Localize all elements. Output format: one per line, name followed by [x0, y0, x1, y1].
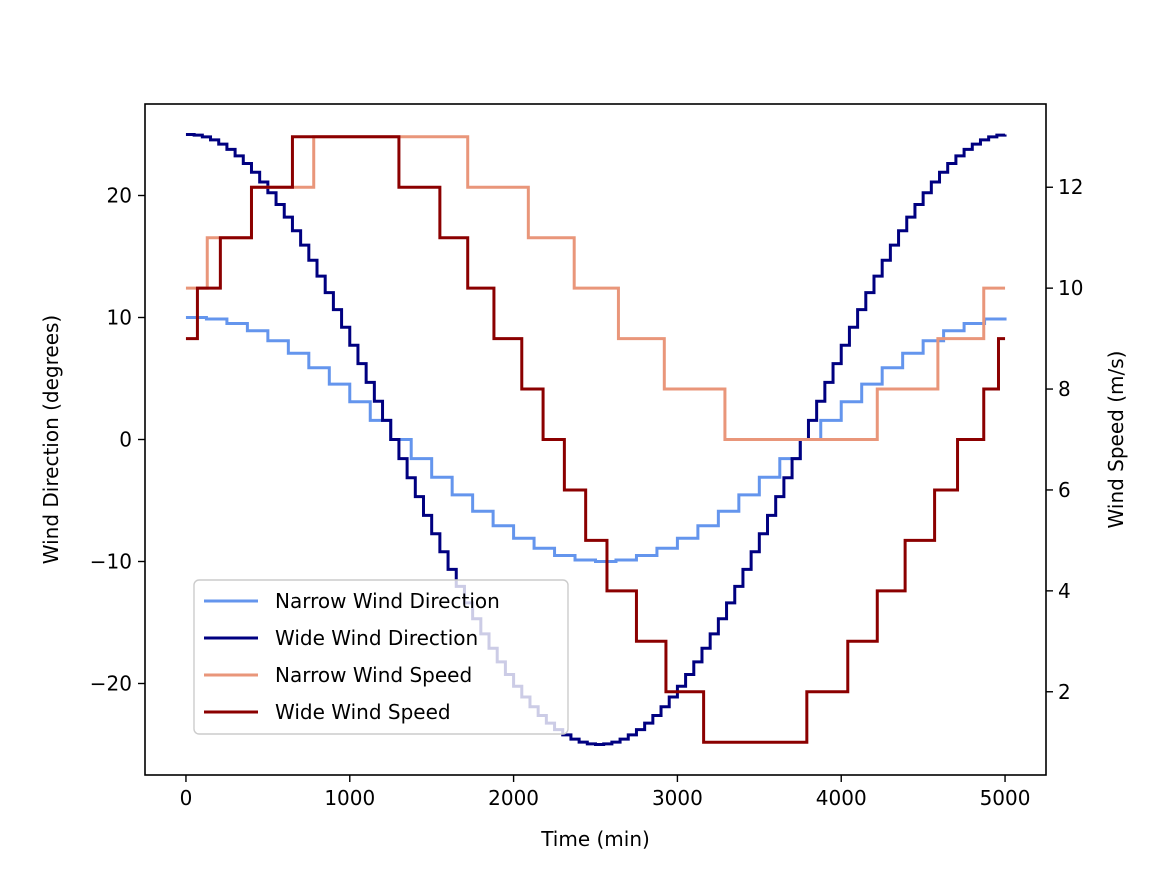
series-line-narrow-wind-direction: [185, 316, 1007, 563]
series-line-wide-wind-speed: [185, 135, 1006, 744]
legend-label: Narrow Wind Direction: [275, 589, 500, 613]
x-tick-label: 3000: [652, 786, 703, 810]
legend: Narrow Wind Direction Wide Wind Direction…: [193, 579, 569, 735]
left-y-axis-label: Wind Direction (degrees): [39, 315, 63, 564]
series-layer: [185, 133, 1007, 746]
x-tick-label: 5000: [980, 786, 1031, 810]
legend-entry: Wide Wind Speed: [204, 700, 451, 724]
right-y-tick-label: 4: [1058, 579, 1071, 603]
left-y-tick-label: 10: [107, 306, 132, 330]
legend-label: Wide Wind Direction: [275, 626, 478, 650]
x-tick-label: 4000: [816, 786, 867, 810]
right-y-tick-label: 8: [1058, 377, 1071, 401]
left-y-tick-label: −10: [90, 550, 132, 574]
series-line-wide-wind-direction: [185, 133, 1007, 746]
right-y-axis-label: Wind Speed (m/s): [1104, 351, 1128, 529]
legend-entry: Narrow Wind Direction: [204, 589, 500, 613]
x-tick-label: 0: [180, 786, 193, 810]
legend-entry: Wide Wind Direction: [204, 626, 478, 650]
right-y-tick-label: 6: [1058, 478, 1071, 502]
right-y-tick-label: 10: [1058, 276, 1083, 300]
x-axis: 0 1000 2000 3000 4000 5000: [180, 775, 1031, 810]
left-y-tick-label: 0: [119, 428, 132, 452]
x-axis-label: Time (min): [540, 827, 650, 851]
left-y-tick-label: −20: [90, 672, 132, 696]
legend-label: Wide Wind Speed: [275, 700, 451, 724]
left-y-tick-label: 20: [107, 184, 132, 208]
x-tick-label: 1000: [324, 786, 375, 810]
legend-label: Narrow Wind Speed: [275, 663, 472, 687]
right-y-tick-label: 2: [1058, 680, 1071, 704]
right-y-tick-label: 12: [1058, 175, 1083, 199]
right-y-axis: 2 4 6 8 10 12: [1046, 175, 1083, 704]
legend-entry: Narrow Wind Speed: [204, 663, 472, 687]
legend-box: [193, 579, 569, 735]
left-y-axis: −20 −10 0 10 20: [90, 184, 145, 696]
x-tick-label: 2000: [488, 786, 539, 810]
